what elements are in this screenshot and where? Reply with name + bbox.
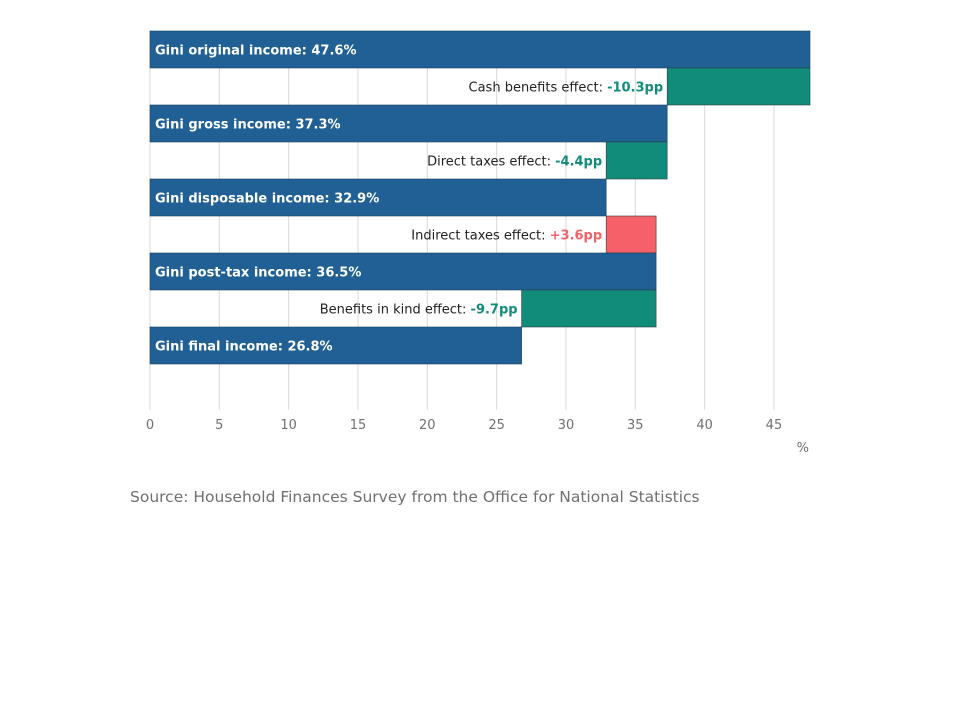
x-tick-label: 35	[627, 418, 644, 433]
level-bar	[149, 178, 607, 217]
decrease-bar	[666, 67, 811, 106]
level-bar	[149, 30, 811, 69]
level-bar-label: Gini disposable income: 32.9%	[155, 192, 379, 207]
level-bar	[149, 104, 668, 143]
bars	[149, 30, 811, 365]
source-note: Source: Household Finances Survey from t…	[130, 488, 700, 506]
effect-name: Direct taxes effect:	[427, 155, 555, 170]
effect-value: -9.7pp	[471, 303, 518, 318]
x-tick-label: 10	[280, 418, 297, 433]
effect-name: Benefits in kind effect:	[320, 303, 471, 318]
gridlines	[149, 31, 775, 410]
level-bar-label: Gini gross income: 37.3%	[155, 118, 341, 133]
effect-label: Direct taxes effect: -4.4pp	[427, 155, 602, 170]
x-tick-label: 15	[350, 418, 367, 433]
x-tick-label: 30	[558, 418, 575, 433]
effect-name: Cash benefits effect:	[469, 81, 608, 96]
effect-value: -10.3pp	[607, 81, 663, 96]
x-tick-label: 20	[419, 418, 436, 433]
x-tick-label: 25	[488, 418, 505, 433]
effect-name: Indirect taxes effect:	[411, 229, 549, 244]
increase-bar	[605, 215, 657, 254]
effect-label: Indirect taxes effect: +3.6pp	[411, 229, 602, 244]
level-bar-label: Gini final income: 26.8%	[155, 340, 333, 355]
x-tick-label: 40	[696, 418, 713, 433]
decrease-bar	[521, 289, 657, 328]
x-tick-label: 0	[146, 418, 154, 433]
effect-value: +3.6pp	[550, 229, 603, 244]
level-bar-label: Gini post-tax income: 36.5%	[155, 266, 361, 281]
x-tick-label: 5	[215, 418, 223, 433]
x-axis-ticks: 0 5 10 15 20 25 30 35 40 45	[146, 418, 782, 433]
level-bar	[149, 326, 522, 365]
gini-waterfall-chart: Gini original income: 47.6% Cash benefits…	[146, 30, 811, 456]
effect-value: -4.4pp	[555, 155, 602, 170]
effect-label: Cash benefits effect: -10.3pp	[469, 81, 664, 96]
x-axis-unit-label: %	[797, 441, 809, 456]
level-bar	[149, 252, 657, 291]
decrease-bar	[605, 141, 668, 180]
level-bar-label: Gini original income: 47.6%	[155, 44, 356, 59]
effect-label: Benefits in kind effect: -9.7pp	[320, 303, 518, 318]
x-tick-label: 45	[766, 418, 783, 433]
bar-labels: Gini original income: 47.6% Cash benefits…	[155, 44, 663, 355]
